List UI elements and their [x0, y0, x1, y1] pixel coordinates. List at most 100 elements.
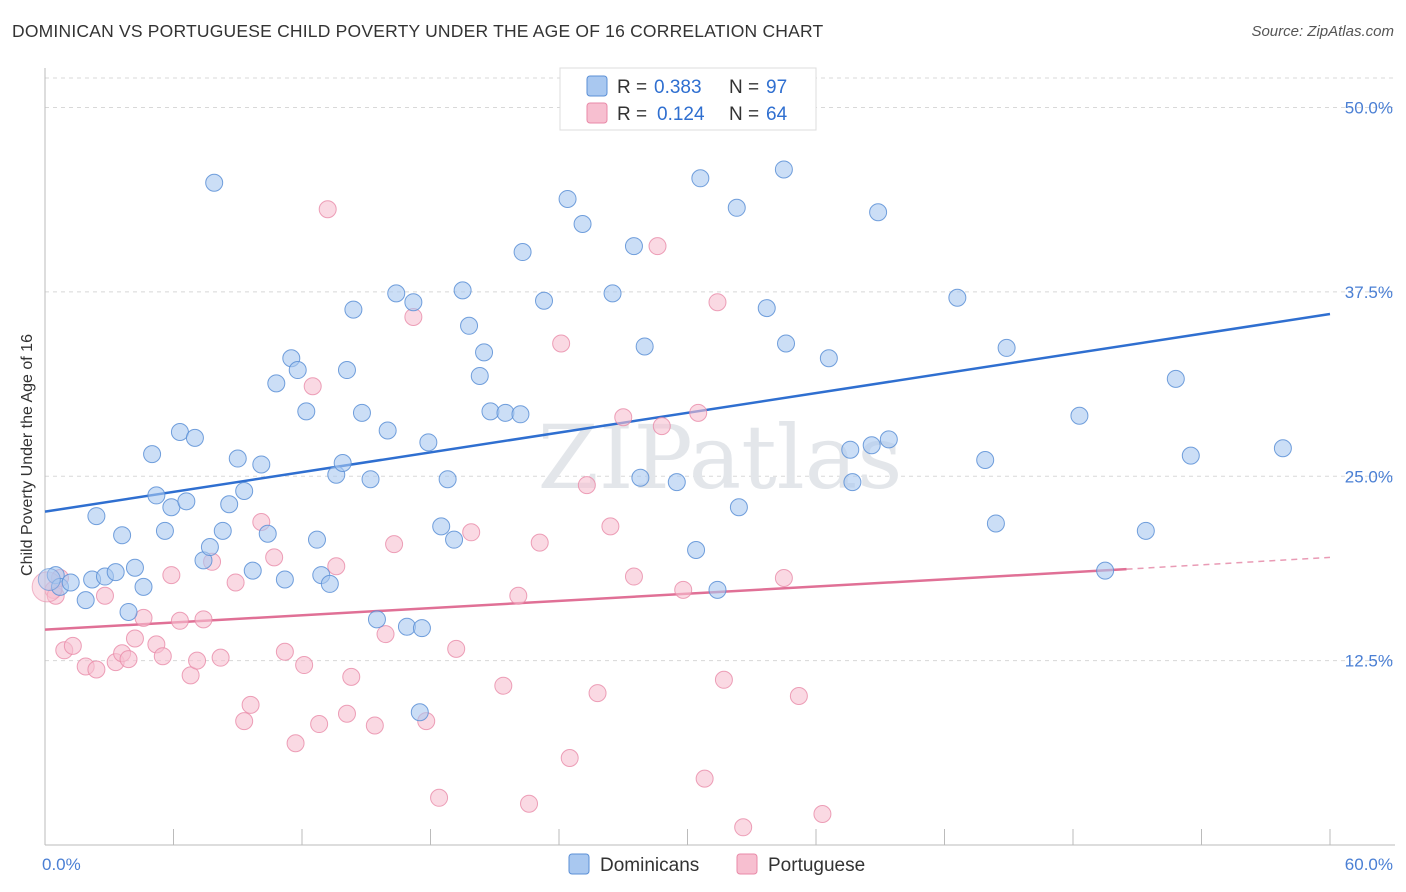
portuguese-point: [447, 639, 466, 658]
dominican-point: [185, 428, 204, 447]
dominican-point: [470, 366, 489, 385]
dominican-point: [387, 284, 406, 303]
dominican-point: [155, 521, 174, 540]
portuguese-point: [63, 636, 82, 655]
dominican-point: [1273, 439, 1292, 458]
dominican-point: [170, 423, 189, 441]
dominican-point: [205, 173, 224, 192]
dominican-point: [412, 619, 431, 638]
dominican-point: [843, 473, 862, 492]
dominican-point: [481, 402, 500, 421]
portuguese-point: [365, 716, 384, 735]
dominican-point: [757, 299, 776, 318]
dominican-point: [603, 284, 622, 303]
portuguese-point: [552, 334, 571, 353]
series-legend: Dominicans Portuguese: [568, 853, 865, 876]
bottom-legend-swatch-dominicans: [568, 853, 590, 875]
portuguese-point: [494, 676, 513, 695]
portuguese-point: [310, 715, 329, 734]
dominican-point: [125, 558, 144, 577]
legend-swatch-dominicans: [586, 75, 608, 97]
portuguese-point: [275, 642, 294, 661]
dominican-point: [87, 507, 106, 526]
portuguese-point: [652, 417, 671, 436]
dominican-point: [475, 343, 494, 362]
dominican-point: [1136, 521, 1155, 540]
portuguese-point: [520, 794, 539, 813]
x-tick-label-min: 0.0%: [42, 855, 81, 874]
dominican-point: [948, 288, 967, 307]
dominican-point: [997, 338, 1016, 357]
legend-n-label-portuguese: N =: [729, 104, 759, 125]
dominican-point: [61, 573, 80, 592]
dominican-point: [367, 610, 386, 629]
portuguese-point: [813, 805, 832, 824]
dominican-point: [113, 526, 132, 545]
dominican-point: [143, 445, 162, 464]
portuguese-point: [385, 535, 404, 554]
dominican-point: [352, 403, 371, 422]
dominican-point: [252, 455, 271, 474]
dominican-points: [37, 160, 1292, 722]
portuguese-point: [462, 523, 481, 542]
portuguese-point: [789, 687, 808, 706]
legend-n-value-dominicans: 97: [766, 77, 787, 98]
dominican-point: [432, 517, 451, 536]
portuguese-point: [119, 650, 138, 669]
dominican-point: [691, 169, 710, 188]
dominican-point: [453, 281, 472, 300]
dominican-point: [235, 482, 254, 500]
portuguese-point: [577, 476, 596, 495]
dominican-point: [1166, 369, 1185, 388]
dominican-point: [361, 470, 380, 489]
legend-r-value-dominicans: 0.383: [654, 77, 702, 98]
dominican-point: [445, 530, 464, 549]
dominican-point: [275, 570, 294, 589]
dominican-point: [333, 453, 352, 472]
y-tick-label: 12.5%: [1345, 652, 1393, 671]
dominican-point: [147, 486, 166, 505]
axes: [44, 68, 1395, 846]
dominican-point: [134, 577, 153, 596]
portuguese-point: [125, 629, 144, 648]
portuguese-trend-line: [44, 567, 1127, 631]
portuguese-point: [708, 293, 727, 312]
portuguese-point: [695, 769, 714, 788]
portuguese-point: [95, 586, 114, 605]
dominican-point: [1070, 406, 1089, 425]
dominican-point: [397, 617, 416, 636]
portuguese-point: [624, 567, 643, 586]
y-tick-label: 50.0%: [1345, 99, 1393, 118]
dominican-point: [320, 574, 339, 593]
dominican-point: [841, 440, 860, 459]
x-tick-label-max: 60.0%: [1345, 855, 1393, 874]
portuguese-point: [286, 734, 305, 753]
dominican-point: [631, 468, 650, 487]
y-axis-label: Child Poverty Under the Age of 16: [19, 334, 36, 576]
dominican-point: [511, 405, 530, 424]
dominican-point: [460, 316, 479, 335]
portuguese-point: [87, 660, 106, 679]
dominican-point: [220, 495, 239, 514]
dominican-point: [513, 243, 532, 262]
legend-swatch-portuguese: [586, 102, 608, 124]
y-tick-label: 25.0%: [1345, 467, 1393, 486]
portuguese-point: [188, 651, 207, 670]
portuguese-point: [327, 557, 346, 576]
portuguese-point: [614, 408, 633, 427]
dominican-point: [729, 498, 748, 517]
portuguese-point: [714, 670, 733, 689]
y-tick-labels: 12.5% 25.0% 37.5% 50.0%: [1345, 99, 1393, 671]
portuguese-point: [226, 573, 245, 592]
dominican-point: [879, 430, 898, 449]
portuguese-points: [31, 200, 832, 837]
dominican-point: [862, 436, 881, 455]
dominican-point: [200, 538, 219, 557]
dominican-point: [162, 498, 181, 517]
dominican-point: [419, 433, 438, 452]
portuguese-point: [674, 580, 693, 599]
portuguese-point: [318, 200, 337, 219]
dominican-point: [558, 189, 577, 208]
dominican-point: [213, 521, 232, 540]
